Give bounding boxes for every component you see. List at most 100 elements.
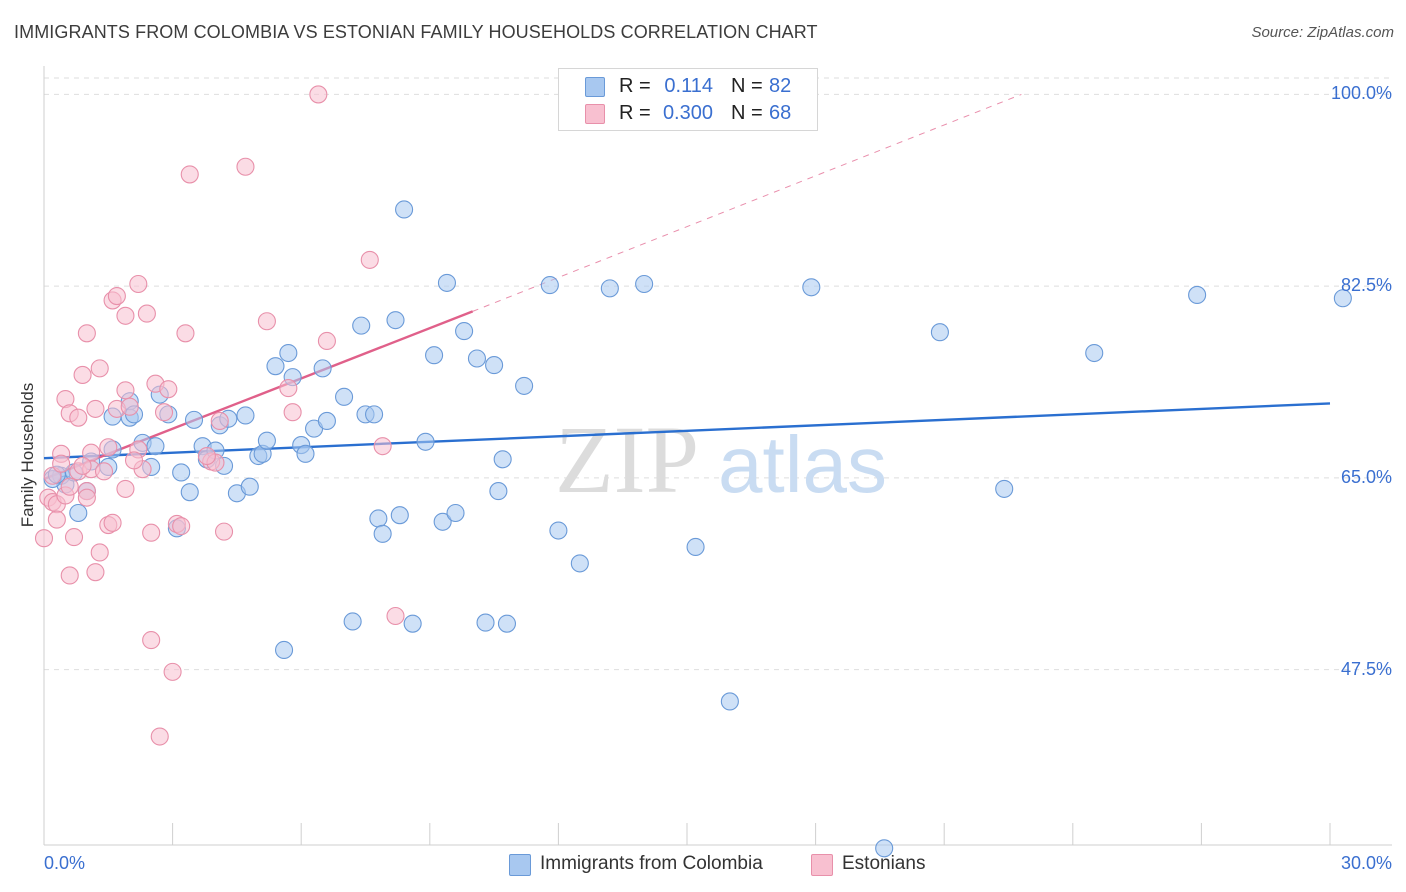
data-point [116,479,135,498]
n-value: 68 [769,102,792,124]
data-point [995,479,1014,498]
data-point [210,411,229,431]
data-point [86,399,105,418]
stats-row-colombia: R = 0.114 N = 82 [559,73,817,99]
r-value: 0.300 [662,102,713,124]
stats-swatch-colombia [585,77,605,97]
data-point [296,444,315,463]
data-point [369,509,388,528]
r-label: R = [619,102,651,124]
n-label: N = [731,75,763,97]
y-tick-label: 65.0% [1340,466,1392,487]
data-point [34,529,54,548]
data-point [236,406,255,425]
data-point [163,662,182,681]
series-1 [34,85,405,746]
data-point [686,537,705,557]
n-label: N = [731,102,763,124]
data-point [214,522,234,541]
data-point [137,304,156,323]
y-tick-label: 100.0% [1330,83,1392,104]
data-point [116,306,135,325]
data-point [129,274,148,294]
series-0 [43,200,1352,858]
data-point [365,405,384,424]
data-point [103,513,122,532]
data-point [73,456,92,475]
stats-row-estonians: R = 0.300 N = 68 [559,100,817,126]
chart-title: IMMIGRANTS FROM COLOMBIA VS ESTONIAN FAM… [14,22,818,42]
data-point [720,692,739,711]
data-point [124,451,144,470]
data-point [335,387,354,406]
data-point [360,250,379,269]
data-point [930,323,949,342]
data-point [99,438,118,457]
data-point [515,376,534,395]
data-point [60,566,79,585]
data-point [455,322,474,341]
data-point [154,403,174,422]
data-point [403,614,422,633]
legend-swatch-estonians [811,854,833,876]
data-point [73,365,92,384]
data-point [343,612,362,631]
data-point [69,503,88,523]
data-point [116,381,135,400]
data-point [549,521,568,540]
legend: Immigrants from Colombia Estonians [0,853,1406,877]
watermark-atlas: atlas [718,420,887,509]
data-point [142,523,161,542]
data-point [86,563,105,582]
data-point [1333,289,1352,308]
data-point [373,437,392,456]
stats-swatch-estonians [585,104,605,124]
data-point [802,278,821,297]
x-tick-label-max: 30.0% [1340,853,1392,873]
data-point [1188,285,1207,305]
data-point [146,437,165,456]
y-axis-label: Family Households [18,382,37,528]
data-point [416,432,435,451]
data-point [395,200,414,219]
data-point [275,640,294,660]
data-point [69,408,88,427]
data-point [52,454,71,473]
data-point [120,397,139,416]
data-point [425,346,444,365]
watermark-zip: ZIP [555,406,699,513]
legend-label-colombia: Immigrants from Colombia [540,853,763,874]
data-point [309,85,328,104]
x-tick-label-min: 0.0% [44,853,86,873]
data-point [257,431,276,450]
data-point [197,446,216,466]
data-point [540,276,559,295]
data-point [184,410,204,429]
data-point [600,279,619,298]
data-point [497,614,517,633]
data-point [317,411,336,431]
data-point [373,524,392,543]
data-point [446,503,465,523]
data-point [433,512,452,531]
data-point [485,356,504,375]
data-point [875,839,894,858]
data-point [172,463,191,482]
data-point [313,359,332,378]
data-point [570,554,589,573]
data-point [279,343,298,363]
data-point [172,517,191,536]
data-point [386,606,405,626]
data-point [240,477,259,496]
data-point [493,450,512,469]
data-point [467,349,487,368]
stats-box: R = 0.114 N = 82 R = 0.300 N = 68 [558,68,818,131]
data-point [236,157,255,176]
trend-extension-1 [472,93,1022,312]
data-point [159,380,178,399]
data-point [352,316,371,335]
data-point [257,312,276,331]
data-point [1085,343,1104,363]
data-point [150,727,169,746]
data-point [180,165,199,184]
